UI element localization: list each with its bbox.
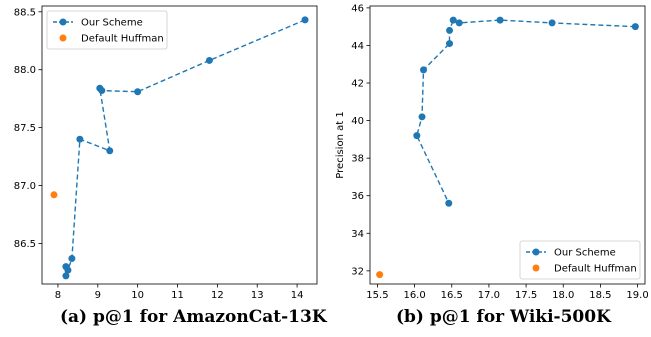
data-point xyxy=(455,19,463,27)
legend: Our Scheme Default Huffman xyxy=(519,240,641,280)
x-tick-label: 17.5 xyxy=(515,290,537,300)
x-tick-label: 17.0 xyxy=(478,290,500,300)
x-tick-label: 9 xyxy=(95,290,101,300)
data-point xyxy=(301,16,309,24)
x-tick-label: 16.0 xyxy=(403,290,425,300)
y-tick-label: 44 xyxy=(351,41,364,52)
x-tick-label: 10 xyxy=(131,290,144,300)
data-point xyxy=(205,56,213,64)
data-point xyxy=(134,88,142,96)
legend-marker xyxy=(59,18,67,26)
data-point xyxy=(446,40,454,48)
data-point xyxy=(445,199,453,207)
legend-box xyxy=(46,10,168,50)
x-tick-label: 19.0 xyxy=(626,290,648,300)
y-tick-label: 87.5 xyxy=(14,123,36,134)
y-tick-label: 34 xyxy=(351,229,364,240)
series-line xyxy=(416,19,636,204)
legend-label: Default Huffman xyxy=(81,34,164,45)
y-tick-label: 87.0 xyxy=(14,181,36,192)
y-tick-label: 32 xyxy=(351,266,364,277)
legend: Our Scheme Default Huffman xyxy=(46,10,168,50)
legend-marker xyxy=(59,34,67,42)
y-tick-label: 86.5 xyxy=(14,239,36,250)
data-point xyxy=(548,19,556,27)
legend-label: Our Scheme xyxy=(81,18,143,29)
data-point xyxy=(62,263,70,271)
chart-wiki: 15.5 16.0 16.5 17.0 17.5 18.0 18.5 19.0 32 34 36 38… xyxy=(335,3,649,300)
legend-box xyxy=(519,240,641,280)
y-tick-label: 40 xyxy=(351,116,364,127)
legend-label: Default Huffman xyxy=(554,264,637,275)
data-point xyxy=(50,191,58,199)
data-point xyxy=(62,272,70,280)
data-point xyxy=(376,271,384,279)
legend-marker xyxy=(532,264,540,272)
data-point xyxy=(68,255,76,263)
x-tick-label: 12 xyxy=(211,290,224,300)
data-point xyxy=(631,23,639,31)
series-line xyxy=(65,19,306,276)
y-tick-label: 36 xyxy=(351,191,364,202)
data-point xyxy=(418,113,426,121)
x-tick-label: 16.5 xyxy=(441,290,463,300)
plot-frame xyxy=(369,5,646,285)
legend-marker xyxy=(532,248,540,256)
x-tick-label: 13 xyxy=(251,290,264,300)
caption-b: (b) p@1 for Wiki-500K xyxy=(396,307,611,327)
data-point xyxy=(449,16,457,24)
data-point xyxy=(420,66,428,74)
y-tick-label: 42 xyxy=(351,79,364,90)
x-tick-label: 8 xyxy=(55,290,61,300)
y-tick-label: 88.0 xyxy=(14,65,36,76)
y-axis-label: Precision at 1 xyxy=(335,111,346,178)
data-point xyxy=(496,16,504,24)
plot-frame xyxy=(41,5,318,285)
x-tick-label: 11 xyxy=(171,290,184,300)
legend-label: Our Scheme xyxy=(554,248,616,259)
y-tick-label: 46 xyxy=(351,3,364,14)
x-tick-label: 18.0 xyxy=(552,290,574,300)
x-tick-label: 14 xyxy=(291,290,304,300)
data-point xyxy=(76,135,84,143)
x-tick-label: 18.5 xyxy=(589,290,611,300)
chart-amazoncat: 89101112131486.587.087.588.088.5Expected… xyxy=(14,5,318,300)
y-tick-label: 38 xyxy=(351,154,364,165)
data-point xyxy=(446,26,454,34)
y-tick-label: 88.5 xyxy=(14,7,36,18)
caption-a: (a) p@1 for AmazonCat-13K xyxy=(60,307,327,327)
data-point xyxy=(106,147,114,155)
x-tick-label: 15.5 xyxy=(366,290,388,300)
data-point xyxy=(413,132,421,140)
figure: 89101112131486.587.087.588.088.5Expected… xyxy=(14,3,649,300)
data-point xyxy=(96,84,104,92)
